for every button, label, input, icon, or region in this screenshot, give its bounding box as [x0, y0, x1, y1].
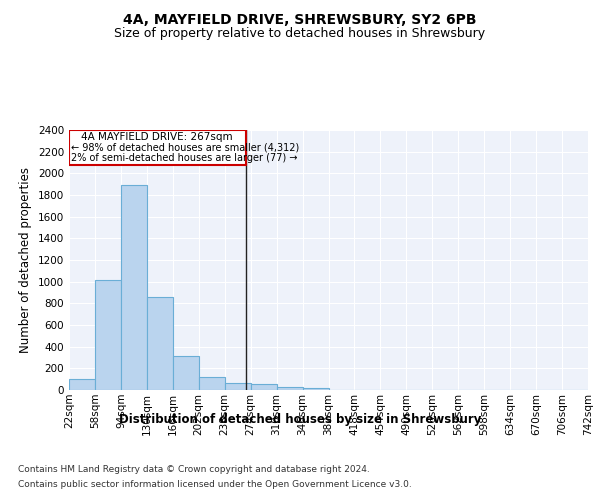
Bar	[173, 356, 199, 390]
Bar	[199, 377, 224, 390]
Bar	[69, 130, 245, 165]
Bar	[69, 380, 95, 390]
Text: 2% of semi-detached houses are larger (77) →: 2% of semi-detached houses are larger (7…	[71, 153, 298, 163]
Bar	[147, 297, 173, 390]
Bar	[277, 387, 302, 390]
Text: ← 98% of detached houses are smaller (4,312): ← 98% of detached houses are smaller (4,…	[71, 142, 299, 152]
Bar	[95, 280, 121, 390]
Bar	[302, 388, 329, 390]
Text: 4A, MAYFIELD DRIVE, SHREWSBURY, SY2 6PB: 4A, MAYFIELD DRIVE, SHREWSBURY, SY2 6PB	[123, 12, 477, 26]
Bar	[251, 384, 277, 390]
Text: 4A MAYFIELD DRIVE: 267sqm: 4A MAYFIELD DRIVE: 267sqm	[82, 132, 233, 142]
Text: Distribution of detached houses by size in Shrewsbury: Distribution of detached houses by size …	[119, 412, 481, 426]
Text: Contains HM Land Registry data © Crown copyright and database right 2024.: Contains HM Land Registry data © Crown c…	[18, 465, 370, 474]
Y-axis label: Number of detached properties: Number of detached properties	[19, 167, 32, 353]
Text: Size of property relative to detached houses in Shrewsbury: Size of property relative to detached ho…	[115, 28, 485, 40]
Text: Contains public sector information licensed under the Open Government Licence v3: Contains public sector information licen…	[18, 480, 412, 489]
Bar	[224, 383, 251, 390]
Bar	[121, 185, 147, 390]
